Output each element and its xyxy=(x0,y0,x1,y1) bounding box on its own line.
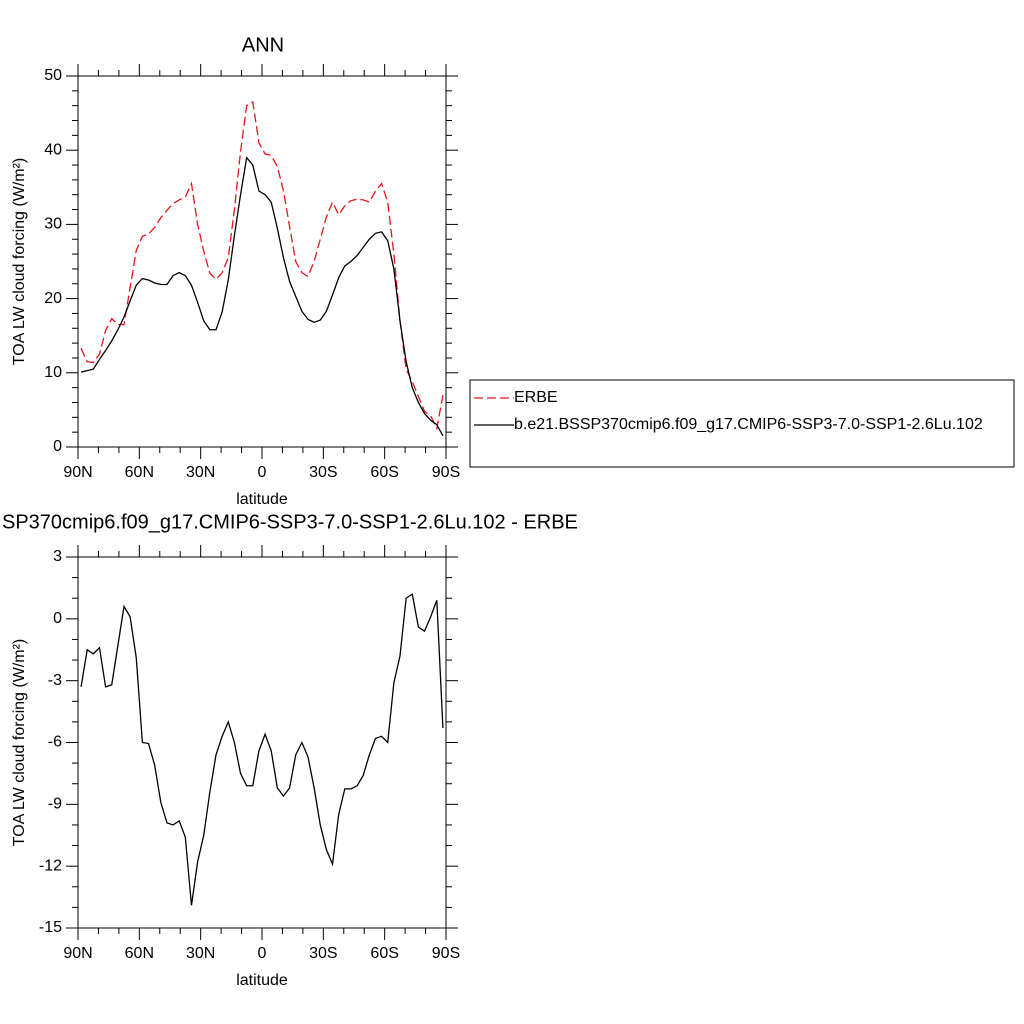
x-tick-label: 60S xyxy=(370,464,398,481)
x-tick-label: 30S xyxy=(309,464,337,481)
y-tick-label: 0 xyxy=(53,438,62,455)
x-tick-label: 30S xyxy=(309,945,337,962)
legend-label: ERBE xyxy=(514,389,558,406)
x-tick-label: 0 xyxy=(258,464,267,481)
x-tick-label: 30N xyxy=(186,464,215,481)
y-tick-label: -3 xyxy=(48,672,62,689)
x-axis-label: latitude xyxy=(236,491,288,508)
data-line xyxy=(80,593,444,906)
y-tick-label: 20 xyxy=(44,290,62,307)
data-line xyxy=(80,156,444,437)
x-tick-label: 90S xyxy=(432,945,460,962)
legend-box xyxy=(469,379,1015,468)
chart-title: SP370cmip6.f09_g17.CMIP6-SSP3-7.0-SSP1-2… xyxy=(2,511,578,533)
y-tick-label: 40 xyxy=(44,141,62,158)
x-axis-label: latitude xyxy=(236,972,288,989)
x-tick-label: 30N xyxy=(186,945,215,962)
y-tick-label: 10 xyxy=(44,364,62,381)
x-tick-label: 60N xyxy=(125,464,154,481)
legend-label: b.e21.BSSP370cmip6.f09_g17.CMIP6-SSP3-7.… xyxy=(514,416,983,433)
x-tick-label: 90N xyxy=(63,945,92,962)
x-tick-label: 90N xyxy=(63,464,92,481)
y-axis-label: TOA LW cloud forcing (W/m²) xyxy=(11,158,28,365)
chart-title: ANN xyxy=(242,34,284,56)
x-tick-label: 60N xyxy=(125,945,154,962)
x-tick-label: 0 xyxy=(258,945,267,962)
y-tick-label: -15 xyxy=(39,919,62,936)
y-tick-label: 3 xyxy=(53,548,62,565)
y-tick-label: 50 xyxy=(44,67,62,84)
x-tick-label: 90S xyxy=(432,464,460,481)
y-tick-label: 0 xyxy=(53,610,62,627)
plot-frame xyxy=(77,75,447,448)
y-tick-label: 30 xyxy=(44,216,62,233)
y-tick-label: -6 xyxy=(48,734,62,751)
y-tick-label: -12 xyxy=(39,857,62,874)
y-tick-label: -9 xyxy=(48,796,62,813)
y-axis-label: TOA LW cloud forcing (W/m²) xyxy=(11,639,28,846)
x-tick-label: 60S xyxy=(370,945,398,962)
data-line xyxy=(80,100,444,431)
